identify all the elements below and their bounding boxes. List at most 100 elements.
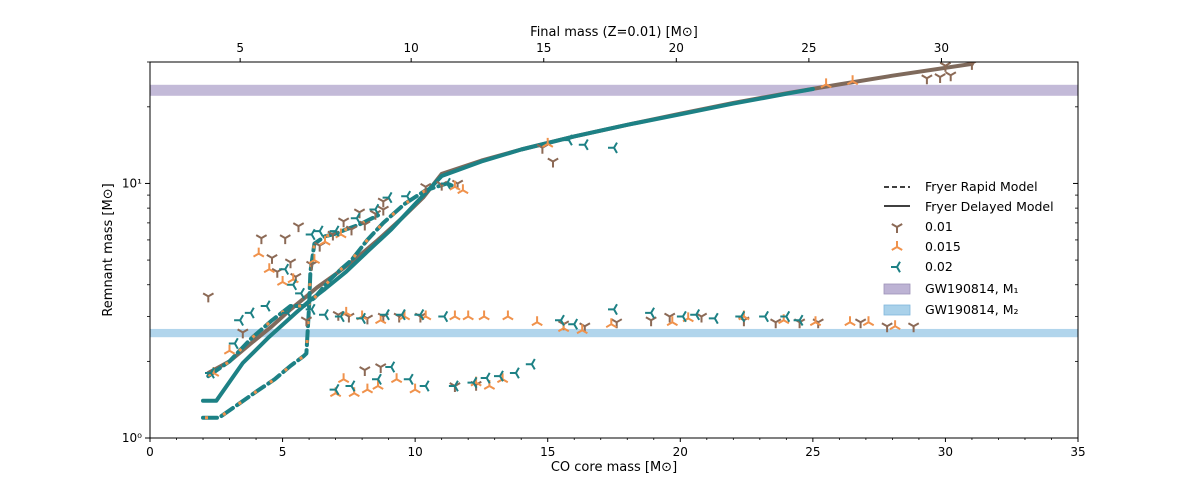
point-s1-13 xyxy=(361,383,374,394)
point-s1-6 xyxy=(308,254,321,264)
top-axis-label: Final mass (Z=0.01) [M⊙] xyxy=(530,25,698,40)
point-s0-31 xyxy=(359,366,371,376)
x-tick-label-6: 30 xyxy=(938,445,953,459)
point-s2-34 xyxy=(509,367,520,379)
x-axis-label: CO core mass [M⊙] xyxy=(551,460,677,475)
model-curve-1 xyxy=(201,87,815,403)
point-s0-45 xyxy=(854,318,867,329)
legend-marker-1 xyxy=(891,241,903,251)
point-s2-33 xyxy=(494,370,504,382)
point-s2-26 xyxy=(372,373,382,385)
point-s2-48 xyxy=(578,139,589,151)
point-s0-39 xyxy=(664,312,676,323)
legend-label-z0015: 0.015 xyxy=(925,239,961,254)
shaded-bands xyxy=(150,84,1078,338)
top-tick-label-4: 25 xyxy=(801,41,816,55)
point-s2-24 xyxy=(329,383,340,396)
point-s1-14 xyxy=(372,380,384,390)
legend-band-m1-swatch xyxy=(883,283,911,295)
point-s2-23 xyxy=(438,310,449,323)
point-s2-5 xyxy=(279,263,290,275)
point-s0-6 xyxy=(284,258,297,269)
point-s2-18 xyxy=(334,310,345,323)
point-s1-2 xyxy=(253,247,265,258)
point-s2-9 xyxy=(305,228,316,241)
point-s2-19 xyxy=(356,312,366,325)
point-s0-8 xyxy=(292,222,305,233)
point-s2-39 xyxy=(645,307,655,319)
point-s2-43 xyxy=(735,310,746,323)
legend-marker-2 xyxy=(891,261,901,273)
point-s1-30 xyxy=(576,324,588,335)
point-s2-4 xyxy=(260,300,271,312)
point-s1-28 xyxy=(531,316,543,327)
point-s1-41 xyxy=(457,184,469,195)
point-s0-42 xyxy=(770,318,782,329)
point-s1-12 xyxy=(348,387,360,398)
model-curve-0 xyxy=(206,62,974,375)
point-s2-42 xyxy=(708,312,719,325)
point-s0-46 xyxy=(881,322,893,333)
point-s2-40 xyxy=(676,310,687,323)
top-tick-label-5: 30 xyxy=(934,41,949,55)
point-s1-7 xyxy=(319,235,331,246)
point-s2-10 xyxy=(313,225,324,237)
top-tick-label-0: 5 xyxy=(236,41,244,55)
point-s0-13 xyxy=(337,217,350,228)
point-s2-21 xyxy=(395,309,406,321)
point-s1-15 xyxy=(390,373,403,384)
legend-label-z002: 0.02 xyxy=(925,259,953,274)
point-s0-9 xyxy=(300,316,313,327)
x-tick-label-4: 20 xyxy=(673,445,688,459)
point-s1-37 xyxy=(844,316,856,327)
point-s1-11 xyxy=(337,373,350,384)
point-s2-29 xyxy=(419,380,430,392)
point-s2-14 xyxy=(382,191,393,204)
x-tick-label-2: 10 xyxy=(408,445,423,459)
point-s2-17 xyxy=(319,309,329,321)
point-s2-7 xyxy=(295,287,305,300)
point-s2-8 xyxy=(281,307,292,319)
point-s0-18 xyxy=(377,205,389,216)
point-s0-49 xyxy=(934,73,946,83)
data-points xyxy=(202,62,978,398)
point-s1-5 xyxy=(287,273,299,284)
point-s1-23 xyxy=(478,310,490,321)
legend-marker-0 xyxy=(891,223,903,233)
point-s2-15 xyxy=(401,190,412,202)
y-axis-label: Remnant mass [M⊙] xyxy=(101,183,116,316)
point-s2-36 xyxy=(555,314,565,326)
legend: Fryer Rapid Model Fryer Delayed Model 0.… xyxy=(883,179,1054,317)
point-s2-22 xyxy=(414,309,425,321)
legend-band-m2-swatch xyxy=(883,304,911,316)
point-s2-11 xyxy=(329,225,340,237)
point-s0-37 xyxy=(611,318,623,329)
point-s2-25 xyxy=(345,380,356,392)
point-s0-19 xyxy=(377,197,389,208)
point-s2-46 xyxy=(793,314,804,326)
point-s2-49 xyxy=(608,142,618,154)
model-curve-3 xyxy=(206,181,457,379)
point-s0-5 xyxy=(279,234,291,245)
point-s2-20 xyxy=(380,309,390,321)
point-s0-38 xyxy=(645,316,657,327)
point-s1-40 xyxy=(449,180,461,191)
legend-label-rapid: Fryer Rapid Model xyxy=(925,179,1038,194)
point-s2-47 xyxy=(562,134,573,146)
point-s0-0 xyxy=(202,292,214,303)
point-s1-24 xyxy=(502,310,514,321)
point-s2-45 xyxy=(780,310,791,323)
point-s2-2 xyxy=(234,314,244,326)
point-s0-48 xyxy=(921,74,933,85)
point-s2-32 xyxy=(480,372,491,384)
point-s1-4 xyxy=(276,276,289,286)
point-s2-37 xyxy=(568,318,579,330)
point-s2-35 xyxy=(525,358,536,370)
point-s2-12 xyxy=(350,212,361,224)
point-s0-47 xyxy=(907,322,920,333)
point-s1-39 xyxy=(889,320,901,331)
plot-frame xyxy=(149,61,1079,439)
point-s1-22 xyxy=(462,310,474,321)
band-1 xyxy=(150,328,1078,338)
